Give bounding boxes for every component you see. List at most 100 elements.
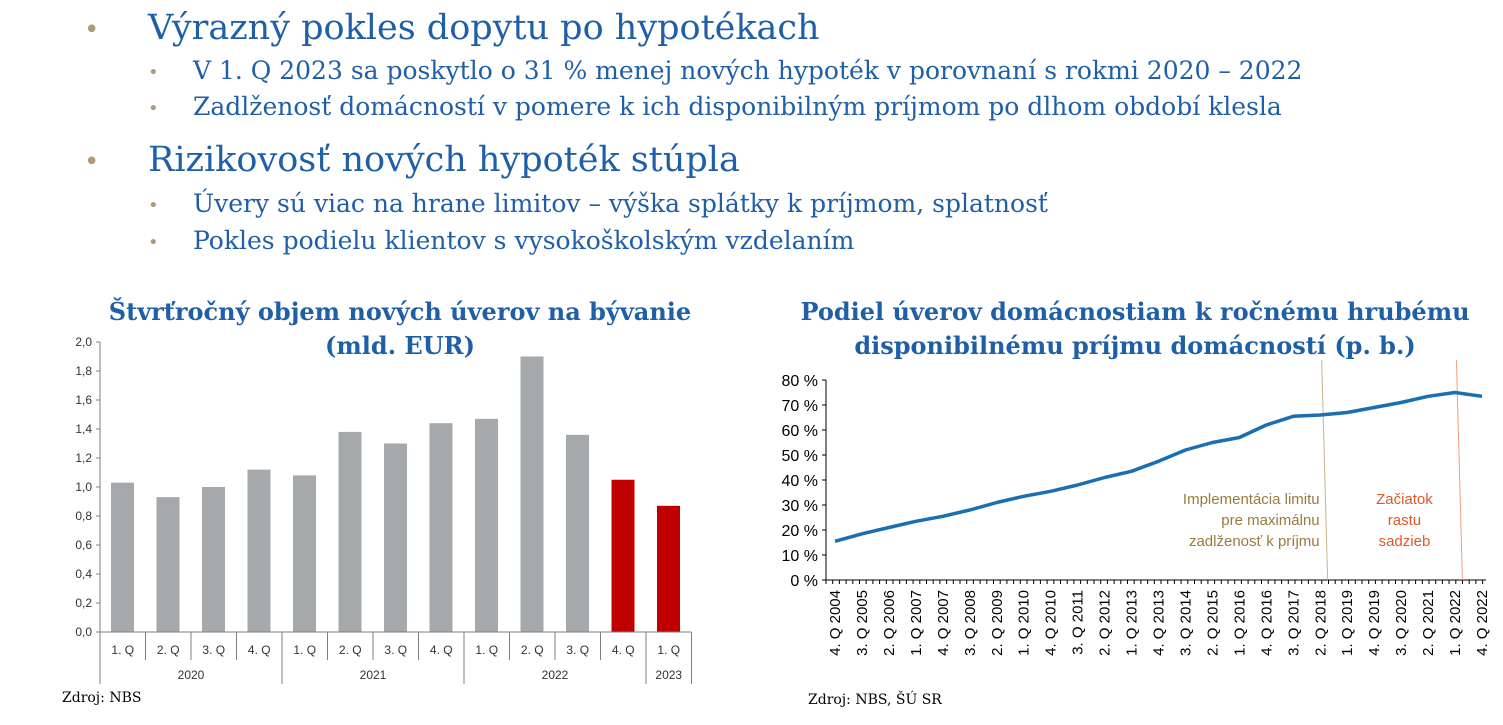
chart-2-title: Podiel úverov domácnostiam k ročnému hru… [770, 295, 1500, 363]
bullet-list: • Výrazný pokles dopytu po hypotékach • V … [0, 0, 1503, 270]
chart-1-source: Zdroj: NBS [62, 690, 142, 706]
x-tick-label: 4. Q 2013 [1151, 590, 1168, 656]
x-tick-label: 3. Q 2014 [1177, 590, 1194, 656]
group-label: 2020 [178, 668, 205, 682]
bullet-2-text: Rizikovosť nových hypoték stúpla [148, 140, 740, 180]
x-tick-label: 4. Q 2007 [935, 590, 952, 656]
chart-1-title-line-1: Štvrťročný objem nových úverov na bývani… [108, 297, 692, 326]
x-tick-label: 4. Q [430, 643, 453, 657]
chart-2-title-line-2: disponibilnému príjmu domácností (p. b.) [854, 331, 1416, 360]
x-tick-label: 1. Q 2013 [1124, 590, 1141, 656]
bullet-dot-icon: • [148, 98, 159, 119]
x-tick-label: 2. Q [157, 643, 180, 657]
x-tick-label: 4. Q 2004 [827, 590, 844, 656]
x-tick-label: 1. Q [293, 643, 316, 657]
chart-2-title-line-1: Podiel úverov domácnostiam k ročnému hru… [800, 297, 1470, 326]
x-tick-label: 3. Q 2017 [1285, 590, 1302, 656]
y-tick-label: 0,4 [75, 567, 92, 581]
bullet-dot-icon: • [148, 62, 159, 83]
bullet-1-text: Výrazný pokles dopytu po hypotékach [148, 8, 820, 48]
y-tick-label: 1,6 [75, 393, 92, 407]
annotation-text: zadlženosť k príjmu [1189, 533, 1320, 550]
y-tick-label: 1,0 [75, 480, 92, 494]
sub-bullet-2-1-text: Úvery sú viac na hrane limitov – výška s… [193, 189, 1048, 218]
y-tick-label: 40 % [782, 473, 818, 490]
y-tick-label: 0,2 [75, 596, 92, 610]
y-tick-label: 60 % [782, 423, 818, 440]
bar [429, 423, 453, 632]
sub-bullet-2-1: • Úvery sú viac na hrane limitov – výška … [148, 189, 1048, 218]
sub-bullet-2-2: • Pokles podielu klientov s vysokoškolský… [148, 226, 854, 255]
bar [520, 356, 544, 632]
bar [338, 431, 362, 632]
y-tick-label: 0 % [790, 573, 818, 590]
bar [611, 479, 635, 632]
annotation-text: sadzieb [1379, 533, 1431, 550]
chart-1-title-line-2: (mld. EUR) [325, 331, 475, 360]
x-tick-label: 3. Q 2011 [1070, 590, 1087, 655]
bar [202, 487, 225, 632]
annotation-line [1455, 360, 1463, 581]
x-tick-label: 2. Q [339, 643, 362, 657]
bar [657, 505, 680, 632]
y-tick-label: 80 % [782, 373, 818, 390]
x-tick-label: 2. Q 2006 [881, 590, 898, 656]
annotation-text: pre maximálnu [1221, 512, 1319, 529]
y-tick-label: 50 % [782, 448, 818, 465]
x-tick-label: 3. Q [202, 643, 225, 657]
bullet-dot-icon: • [148, 195, 159, 216]
y-tick-label: 2,0 [75, 335, 92, 349]
bullet-dot-icon: • [148, 232, 159, 253]
x-tick-label: 2. Q 2015 [1204, 590, 1221, 656]
y-tick-label: 0,6 [75, 538, 92, 552]
x-tick-label: 3. Q 2008 [962, 590, 979, 656]
bar [247, 469, 271, 632]
x-tick-label: 3. Q 2020 [1393, 590, 1410, 656]
sub-bullet-2-2-text: Pokles podielu klientov s vysokoškolským… [193, 226, 855, 255]
x-tick-label: 1. Q 2016 [1231, 590, 1248, 656]
group-label: 2022 [542, 668, 569, 682]
x-tick-label: 3. Q [566, 643, 589, 657]
line-chart: 80 % 70 % 60 % 50 % 40 % 30 % 20 % 10 % 0 % 4. Q … [782, 360, 1491, 656]
annotation-text: Implementácia limitu [1183, 491, 1320, 508]
y-tick-label: 1,4 [75, 422, 92, 436]
x-tick-label: 2. Q 2018 [1312, 590, 1329, 656]
x-tick-label: 1. Q [657, 643, 680, 657]
group-label: 2023 [655, 668, 682, 682]
x-tick-label: 1. Q 2022 [1447, 590, 1464, 656]
bar [566, 434, 589, 632]
annotation-line [1321, 360, 1329, 581]
x-tick-label: 1. Q 2010 [1016, 590, 1033, 656]
bar-chart: 2,0 1,8 1,6 1,4 1,2 1,0 0,8 0,6 0,4 0,2 0,0 1. Q 2. … [75, 335, 692, 684]
x-tick-label: 2. Q [521, 643, 544, 657]
sub-bullet-1-1-text: V 1. Q 2023 sa poskytlo o 31 % menej nov… [193, 56, 1303, 85]
sub-bullet-1-1: • V 1. Q 2023 sa poskytlo o 31 % menej no… [148, 56, 1302, 85]
series-line [834, 390, 1483, 543]
bullet-dot-icon: • [84, 146, 100, 177]
chart-1-title: Štvrťročný objem nových úverov na bývani… [80, 295, 720, 363]
bullet-1: • Výrazný pokles dopytu po hypotékach [84, 8, 820, 48]
annotation-text: Začiatok [1376, 491, 1433, 508]
x-tick-label: 4. Q 2016 [1258, 590, 1275, 656]
y-tick-label: 20 % [782, 523, 818, 540]
x-tick-label: 1. Q [475, 643, 498, 657]
y-tick-label: 10 % [782, 548, 818, 565]
bar [156, 497, 180, 632]
sub-bullet-1-2: • Zadlženosť domácností v pomere k ich di… [148, 92, 1282, 121]
x-tick-label: 3. Q 2005 [854, 590, 871, 656]
sub-bullet-1-2-text: Zadlženosť domácností v pomere k ich dis… [193, 92, 1282, 121]
group-label: 2021 [360, 668, 387, 682]
y-tick-label: 0,8 [75, 509, 92, 523]
bullet-dot-icon: • [84, 14, 100, 45]
x-tick-label: 4. Q [612, 643, 635, 657]
annotation-text: rastu [1388, 512, 1421, 529]
x-tick-label: 4. Q 2019 [1366, 590, 1383, 656]
x-tick-label: 1. Q 2007 [908, 590, 925, 656]
x-tick-label: 1. Q [111, 643, 134, 657]
x-tick-label: 4. Q 2010 [1043, 590, 1060, 656]
bar [293, 475, 316, 632]
x-tick-label: 4. Q [248, 643, 271, 657]
y-tick-label: 0,0 [75, 625, 92, 639]
x-tick-label: 2. Q 2021 [1420, 590, 1437, 656]
x-tick-label: 3. Q [384, 643, 407, 657]
